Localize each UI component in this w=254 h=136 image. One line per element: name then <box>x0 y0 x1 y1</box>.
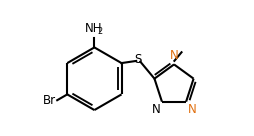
Text: N: N <box>187 103 196 116</box>
Text: NH: NH <box>84 22 102 35</box>
Text: N: N <box>151 103 160 116</box>
Text: 2: 2 <box>97 27 102 36</box>
Text: N: N <box>169 49 178 62</box>
Text: S: S <box>134 53 141 66</box>
Text: Br: Br <box>42 94 56 107</box>
